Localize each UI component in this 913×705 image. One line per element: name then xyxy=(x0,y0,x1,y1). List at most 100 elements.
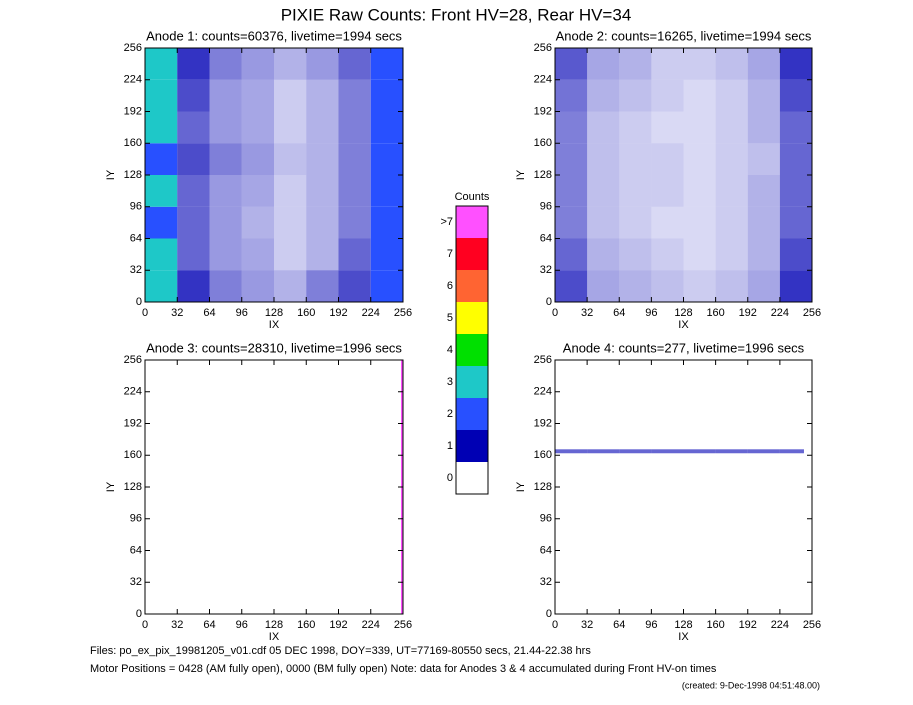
heat-cell xyxy=(587,48,620,80)
heat-cell xyxy=(651,238,684,271)
heat-cell xyxy=(715,206,748,239)
y-tick-label: 224 xyxy=(124,74,142,86)
x-tick-label: 224 xyxy=(771,619,789,631)
heat-cell xyxy=(747,270,780,302)
heat-cell xyxy=(651,48,684,80)
x-tick-label: 96 xyxy=(645,307,657,319)
y-tick-label: 32 xyxy=(130,264,142,276)
y-tick-label: 96 xyxy=(130,513,142,525)
heat-cell xyxy=(683,48,716,80)
color-swatch xyxy=(456,366,488,398)
heat-cell xyxy=(747,449,780,454)
heat-cell xyxy=(555,111,588,144)
heat-cell xyxy=(274,111,307,144)
x-tick-label: 32 xyxy=(581,619,593,631)
heat-cell xyxy=(306,79,339,112)
heat-cell xyxy=(651,143,684,175)
y-tick-label: 0 xyxy=(546,608,552,620)
heat-cell xyxy=(370,238,403,271)
y-tick-label: 160 xyxy=(124,449,142,461)
heat-cell xyxy=(177,48,210,80)
x-tick-label: 192 xyxy=(739,307,757,319)
heat-cell xyxy=(274,48,307,80)
heat-cell xyxy=(779,111,812,144)
y-tick-label: 64 xyxy=(130,544,142,556)
heat-cell xyxy=(338,48,371,80)
heat-cell xyxy=(747,175,780,207)
heat-cell xyxy=(241,175,274,207)
page-title: PIXIE Raw Counts: Front HV=28, Rear HV=3… xyxy=(281,5,632,24)
heat-cell xyxy=(306,111,339,144)
heat-cell xyxy=(145,143,178,175)
x-tick-label: 224 xyxy=(362,619,380,631)
x-tick-label: 0 xyxy=(142,619,148,631)
x-tick-label: 256 xyxy=(803,307,821,319)
heat-cell xyxy=(715,270,748,302)
x-tick-label: 96 xyxy=(645,619,657,631)
colorbar-label: 5 xyxy=(447,312,453,324)
x-axis-label: IX xyxy=(269,631,280,643)
y-axis-label: IY xyxy=(105,169,117,180)
heat-cell xyxy=(651,79,684,112)
heat-cell xyxy=(306,206,339,239)
heat-cell xyxy=(400,487,403,519)
heat-cell xyxy=(177,206,210,239)
x-tick-label: 160 xyxy=(297,307,315,319)
heat-cell xyxy=(241,143,274,175)
y-tick-label: 256 xyxy=(534,354,552,366)
heat-cell xyxy=(587,143,620,175)
x-tick-label: 256 xyxy=(394,307,412,319)
heat-cell xyxy=(651,270,684,302)
heat-cell xyxy=(145,270,178,302)
heat-cell xyxy=(555,238,588,271)
x-tick-label: 160 xyxy=(297,619,315,631)
x-tick-label: 32 xyxy=(171,619,183,631)
y-tick-label: 256 xyxy=(124,42,142,54)
heat-cell xyxy=(715,238,748,271)
y-tick-label: 256 xyxy=(124,354,142,366)
heat-cell xyxy=(683,175,716,207)
heat-cell xyxy=(370,143,403,175)
y-tick-label: 96 xyxy=(540,513,552,525)
heat-cell xyxy=(779,206,812,239)
y-tick-label: 96 xyxy=(540,201,552,213)
y-tick-label: 32 xyxy=(540,264,552,276)
y-tick-label: 192 xyxy=(534,105,552,117)
heat-cell xyxy=(177,238,210,271)
footer-line: (created: 9-Dec-1998 04:51:48.00) xyxy=(682,680,820,690)
x-tick-label: 64 xyxy=(203,307,215,319)
heat-cell xyxy=(145,48,178,80)
x-tick-label: 64 xyxy=(203,619,215,631)
footer-line: Files: po_ex_pix_19981205_v01.cdf 05 DEC… xyxy=(90,645,591,657)
heat-cell xyxy=(619,143,652,175)
y-tick-label: 192 xyxy=(124,417,142,429)
y-tick-label: 192 xyxy=(124,105,142,117)
heat-cell xyxy=(209,111,242,144)
x-tick-label: 32 xyxy=(171,307,183,319)
panel-title: Anode 4: counts=277, livetime=1996 secs xyxy=(563,340,805,355)
heat-cell xyxy=(555,270,588,302)
heat-cell xyxy=(370,48,403,80)
heat-cell xyxy=(555,48,588,80)
panel-title: Anode 1: counts=60376, livetime=1994 sec… xyxy=(146,28,402,43)
color-swatch xyxy=(456,302,488,334)
x-tick-label: 192 xyxy=(329,619,347,631)
color-swatch xyxy=(456,462,488,494)
heat-cell xyxy=(338,143,371,175)
y-tick-label: 160 xyxy=(534,449,552,461)
heat-cell xyxy=(241,79,274,112)
heat-cell xyxy=(209,206,242,239)
x-tick-label: 96 xyxy=(236,619,248,631)
colorbar-label: 3 xyxy=(447,376,453,388)
heat-cell xyxy=(683,143,716,175)
y-tick-label: 160 xyxy=(124,137,142,149)
colorbar-label: 1 xyxy=(447,440,453,452)
y-tick-label: 0 xyxy=(136,608,142,620)
heat-cell xyxy=(370,111,403,144)
x-tick-label: 64 xyxy=(613,619,625,631)
heat-cell xyxy=(747,48,780,80)
heat-cell xyxy=(177,79,210,112)
heat-cell xyxy=(747,143,780,175)
heat-cell xyxy=(274,79,307,112)
y-tick-label: 128 xyxy=(534,169,552,181)
